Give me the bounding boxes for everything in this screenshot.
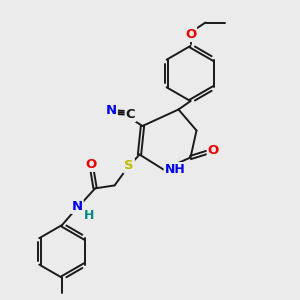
Text: NH: NH — [164, 163, 185, 176]
Text: O: O — [208, 144, 219, 157]
Text: O: O — [185, 28, 196, 41]
Text: N: N — [106, 104, 117, 117]
Text: N: N — [71, 200, 83, 213]
Text: O: O — [85, 158, 96, 171]
Text: S: S — [124, 159, 134, 172]
Text: C: C — [126, 108, 135, 121]
Text: H: H — [84, 209, 94, 222]
